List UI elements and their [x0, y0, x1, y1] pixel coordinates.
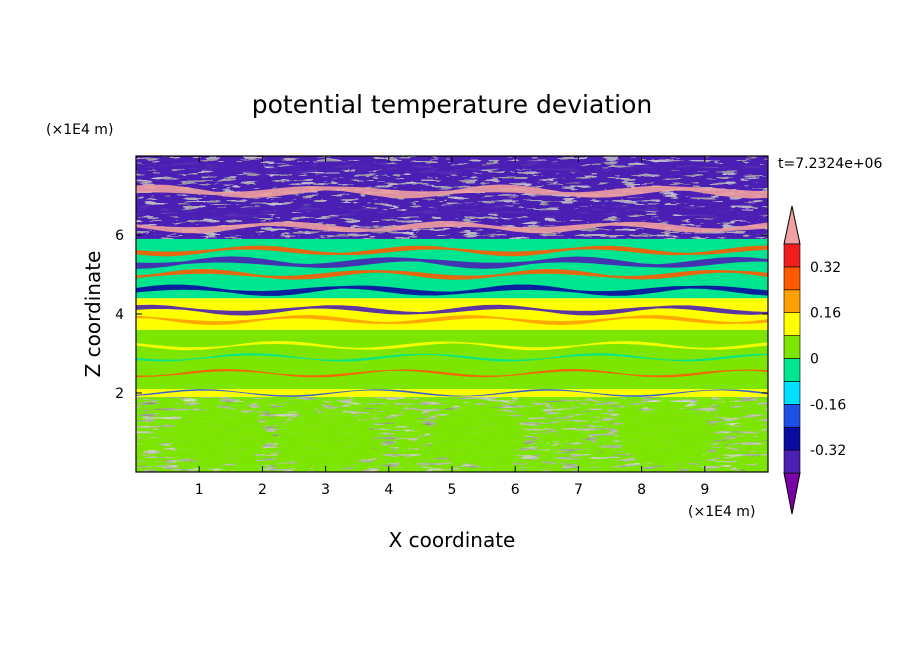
layer-streak [136, 389, 768, 397]
band-1 [136, 389, 768, 397]
colorbar-segment [783, 335, 801, 359]
y-axis: 2 4 6 [115, 228, 768, 402]
x-tick-label: 3 [321, 482, 330, 498]
x-unit-label: (×1E4 m) [688, 504, 755, 520]
colorbar-segment [783, 266, 801, 291]
x-tick-label: 2 [258, 482, 267, 498]
colorbar-segment [783, 449, 801, 474]
colorbar-label: 0.16 [810, 306, 841, 322]
layer-streak [136, 284, 768, 296]
colorbar: 0.32 0.16 0 -0.16 -0.32 [783, 205, 846, 515]
band-2 [136, 329, 768, 390]
layer-streak [136, 340, 768, 351]
convective-cell [618, 408, 715, 465]
colorbar-max-arrow [783, 205, 801, 245]
x-axis-label: X coordinate [389, 528, 516, 552]
x-tick-label: 8 [637, 482, 646, 498]
contour-field [136, 156, 768, 472]
colorbar-segment [783, 312, 801, 336]
x-tick-label: 7 [574, 482, 583, 498]
time-label: t=7.2324e+06 [778, 156, 882, 172]
y-tick-label: 6 [115, 228, 124, 244]
convective-cell [429, 408, 526, 465]
colorbar-label: 0.32 [810, 260, 841, 276]
layer-streak [136, 368, 768, 378]
layer-streak [136, 315, 768, 326]
colorbar-segment [783, 403, 801, 428]
layer-streak [136, 184, 768, 199]
x-tick-label: 4 [384, 482, 393, 498]
layer-streak [136, 269, 768, 280]
colorbar-label: 0 [810, 352, 819, 368]
colorbar-segment [783, 358, 801, 382]
x-axis: 1 2 3 4 5 6 7 8 9 [195, 156, 709, 498]
chart-title: potential temperature deviation [252, 90, 652, 119]
layer-streak [136, 353, 768, 362]
layer-streak [136, 160, 768, 176]
x-tick-label: 5 [448, 482, 457, 498]
colorbar-label: -0.16 [810, 397, 846, 413]
layer-streak [136, 221, 768, 234]
y-unit-label: (×1E4 m) [46, 122, 113, 138]
y-axis-label: Z coordinate [81, 251, 105, 378]
convective-cell [170, 408, 267, 465]
x-tick-label: 6 [511, 482, 520, 498]
y-tick-label: 4 [115, 307, 124, 323]
convective-cell [277, 412, 374, 469]
colorbar-label: -0.32 [810, 443, 846, 459]
colorbar-min-arrow [783, 472, 801, 515]
colorbar-segment [783, 289, 801, 313]
layer-streak [136, 245, 768, 257]
layer-streak [136, 304, 768, 316]
colorbar-segment [783, 426, 801, 451]
layer-streak [136, 202, 768, 220]
colorbar-segment [783, 381, 801, 405]
y-tick-label: 2 [115, 386, 124, 402]
x-tick-label: 9 [700, 482, 709, 498]
x-tick-label: 1 [195, 482, 204, 498]
layer-streak [136, 256, 768, 269]
colorbar-segment [783, 243, 801, 268]
